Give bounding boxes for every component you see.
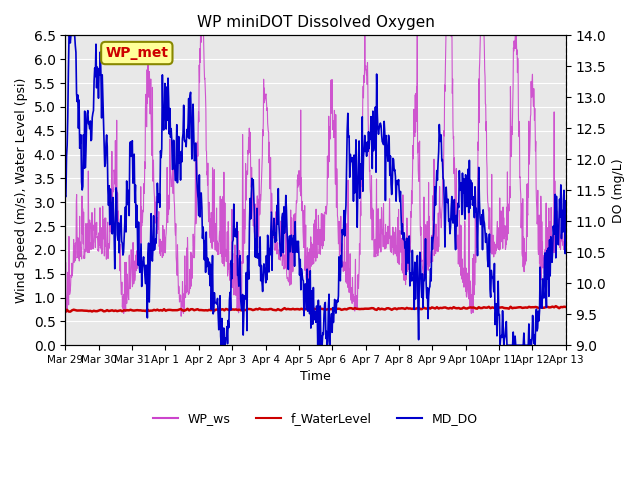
Legend: WP_ws, f_WaterLevel, MD_DO: WP_ws, f_WaterLevel, MD_DO bbox=[148, 407, 483, 430]
Title: WP miniDOT Dissolved Oxygen: WP miniDOT Dissolved Oxygen bbox=[196, 15, 435, 30]
X-axis label: Time: Time bbox=[300, 371, 331, 384]
Y-axis label: DO (mg/L): DO (mg/L) bbox=[612, 158, 625, 223]
Text: WP_met: WP_met bbox=[106, 46, 168, 60]
Y-axis label: Wind Speed (m/s), Water Level (psi): Wind Speed (m/s), Water Level (psi) bbox=[15, 78, 28, 303]
